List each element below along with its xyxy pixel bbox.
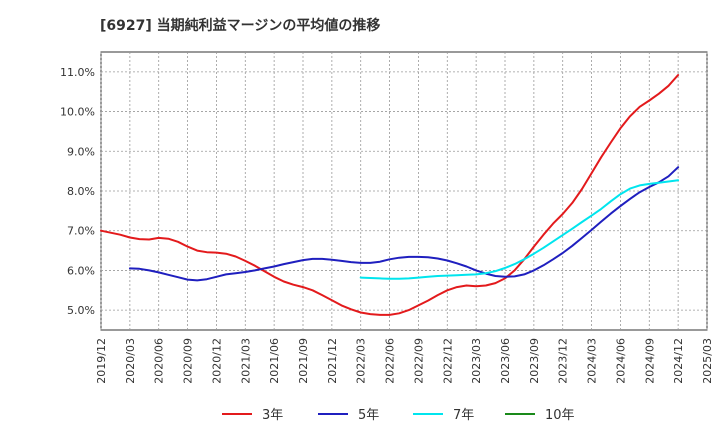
x-tick-label: 2022/06 bbox=[384, 338, 397, 384]
x-tick-label: 2023/09 bbox=[528, 338, 541, 384]
x-tick-label: 2022/12 bbox=[441, 338, 454, 384]
y-tick-label: 9.0% bbox=[67, 145, 95, 158]
legend-label-1: 5年 bbox=[358, 408, 379, 423]
x-tick-label: 2023/03 bbox=[470, 338, 483, 384]
x-tick-label: 2023/06 bbox=[499, 338, 512, 384]
plot-frame bbox=[100, 51, 708, 331]
x-tick-label: 2023/12 bbox=[557, 338, 570, 384]
x-tick-label: 2021/06 bbox=[268, 338, 281, 384]
series-line-2 bbox=[359, 179, 680, 280]
series-lines bbox=[100, 74, 680, 316]
x-tick-label: 2025/03 bbox=[701, 338, 714, 384]
x-tick-label: 2022/03 bbox=[355, 338, 368, 384]
legend-label-2: 7年 bbox=[453, 408, 474, 423]
legend-label-0: 3年 bbox=[262, 408, 283, 423]
y-tick-label: 11.0% bbox=[60, 66, 95, 79]
x-tick-label: 2024/06 bbox=[614, 338, 627, 384]
x-tick-label: 2019/12 bbox=[95, 338, 108, 384]
x-tick-label: 2021/09 bbox=[297, 338, 310, 384]
chart-title: [6927] 当期純利益マージンの平均値の推移 bbox=[100, 17, 380, 34]
x-tick-label: 2021/03 bbox=[239, 338, 252, 384]
x-axis-ticks: 2019/12 2020/03 2020/06 2020/09 2020/12 2021/… bbox=[95, 338, 714, 384]
y-tick-label: 7.0% bbox=[67, 225, 95, 238]
x-tick-label: 2022/09 bbox=[412, 338, 425, 384]
y-tick-label: 5.0% bbox=[67, 304, 95, 317]
y-tick-label: 6.0% bbox=[67, 264, 95, 277]
x-tick-label: 2020/09 bbox=[182, 338, 195, 384]
x-tick-label: 2024/03 bbox=[586, 338, 599, 384]
x-tick-label: 2021/12 bbox=[326, 338, 339, 384]
x-tick-label: 2020/06 bbox=[153, 338, 166, 384]
x-tick-label: 2024/09 bbox=[643, 338, 656, 384]
y-tick-label: 8.0% bbox=[67, 185, 95, 198]
legend: 3年 5年 7年 10年 bbox=[222, 408, 575, 423]
y-axis-ticks: 5.0% 6.0% 7.0% 8.0% 9.0% 10.0% 11.0% bbox=[60, 66, 95, 317]
y-tick-label: 10.0% bbox=[60, 106, 95, 119]
plot-area bbox=[100, 51, 708, 331]
series-line-1 bbox=[128, 166, 680, 282]
x-tick-label: 2020/03 bbox=[124, 338, 137, 384]
x-tick-label: 2020/12 bbox=[210, 338, 223, 384]
series-line-0 bbox=[100, 74, 680, 316]
legend-label-3: 10年 bbox=[545, 408, 575, 423]
x-tick-label: 2024/12 bbox=[672, 338, 685, 384]
